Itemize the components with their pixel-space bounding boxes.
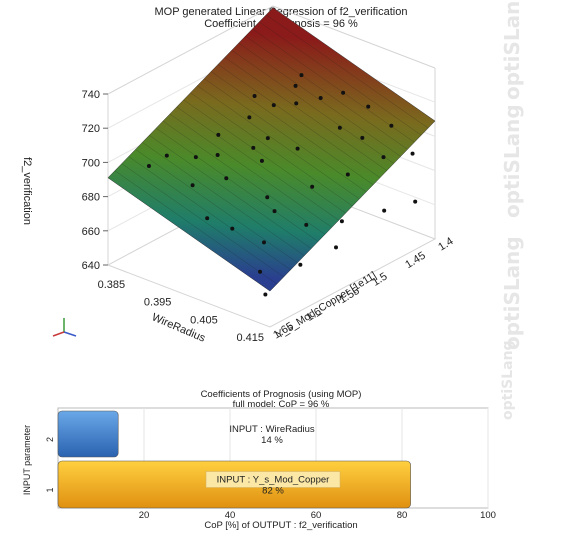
y-tick-label: 1.45	[403, 250, 428, 272]
surface-chart: 640 660 680 700 720 740 0.385 0.395 0.405 0.415 1.…	[82, 5, 456, 344]
x-tick-label: 0.385	[98, 279, 126, 291]
bar-value-label: 82 %	[262, 486, 284, 497]
watermark: optiSLang	[500, 104, 524, 218]
data-point	[341, 90, 346, 95]
data-point	[304, 222, 309, 227]
data-point	[190, 183, 195, 188]
x-tick-label: 40	[225, 510, 236, 521]
data-point	[265, 195, 270, 200]
data-point	[251, 145, 256, 150]
data-point	[360, 135, 365, 140]
x-axis-label: CoP [%] of OUTPUT : f2_verification	[204, 520, 358, 531]
z-tick-label: 740	[82, 89, 100, 101]
bar-name-label: INPUT : Y_s_Mod_Copper	[217, 475, 330, 486]
data-point	[193, 155, 198, 160]
x-tick-label: 60	[311, 510, 322, 521]
data-point	[262, 240, 266, 245]
data-point	[293, 83, 298, 88]
data-point	[230, 226, 235, 231]
data-point	[265, 136, 270, 141]
chart-title: MOP generated Linear Regression of f2_ve…	[154, 6, 408, 18]
data-point	[272, 209, 277, 214]
bar-name-label: INPUT : WireRadius	[229, 424, 315, 435]
x-tick-label: 0.395	[144, 297, 172, 309]
z-axis-label: f2_verification	[21, 157, 33, 225]
bar-value-label: 14 %	[261, 435, 283, 446]
data-point	[146, 163, 151, 168]
watermark: optiSLang	[500, 0, 524, 100]
data-point	[389, 123, 394, 128]
watermark: optiSLang	[500, 236, 524, 350]
category-label: 2	[45, 437, 55, 442]
data-point	[224, 176, 229, 181]
data-point	[381, 155, 386, 160]
data-point	[259, 158, 264, 163]
data-point	[271, 103, 276, 108]
data-point	[337, 125, 342, 130]
x-tick-label: 0.415	[236, 332, 264, 344]
data-point	[366, 104, 371, 109]
z-tick-label: 680	[82, 192, 100, 204]
regression-surface	[107, 7, 436, 292]
data-point	[205, 216, 210, 221]
x-tick-label: 0.405	[190, 314, 218, 326]
data-point	[382, 208, 387, 213]
x-tick-label: 100	[480, 510, 496, 521]
z-tick-label: 700	[82, 157, 100, 169]
data-point	[164, 153, 169, 158]
z-tick-label: 720	[82, 123, 100, 135]
data-point	[295, 146, 300, 151]
data-point	[215, 152, 220, 157]
data-point	[252, 93, 257, 98]
x-tick-label: 20	[139, 510, 150, 521]
y-axis-label: INPUT parameter	[22, 424, 33, 496]
data-point	[345, 172, 350, 177]
data-point	[216, 132, 221, 137]
bar-label-box	[205, 471, 341, 488]
data-point	[298, 262, 303, 267]
axes-orientation-icon	[52, 318, 77, 337]
bar-chart-title: Coefficients of Prognosis (using MOP)	[200, 389, 362, 400]
data-point	[263, 292, 268, 297]
data-point	[294, 101, 299, 106]
data-point	[299, 73, 304, 78]
z-tick-label: 660	[82, 226, 100, 238]
category-label: 1	[45, 488, 55, 493]
data-point	[339, 219, 344, 224]
data-point	[310, 184, 315, 189]
data-point	[258, 269, 263, 274]
data-point	[318, 96, 323, 101]
bar-chart-subtitle: full model: CoP = 96 %	[232, 399, 330, 410]
data-point	[410, 151, 415, 156]
bar	[57, 410, 119, 458]
data-point	[247, 115, 252, 120]
x-tick-label: 80	[397, 510, 408, 521]
y-tick-label: 1.4	[436, 235, 455, 253]
data-point	[334, 245, 338, 250]
data-point	[413, 199, 418, 204]
z-tick-label: 640	[82, 260, 100, 272]
